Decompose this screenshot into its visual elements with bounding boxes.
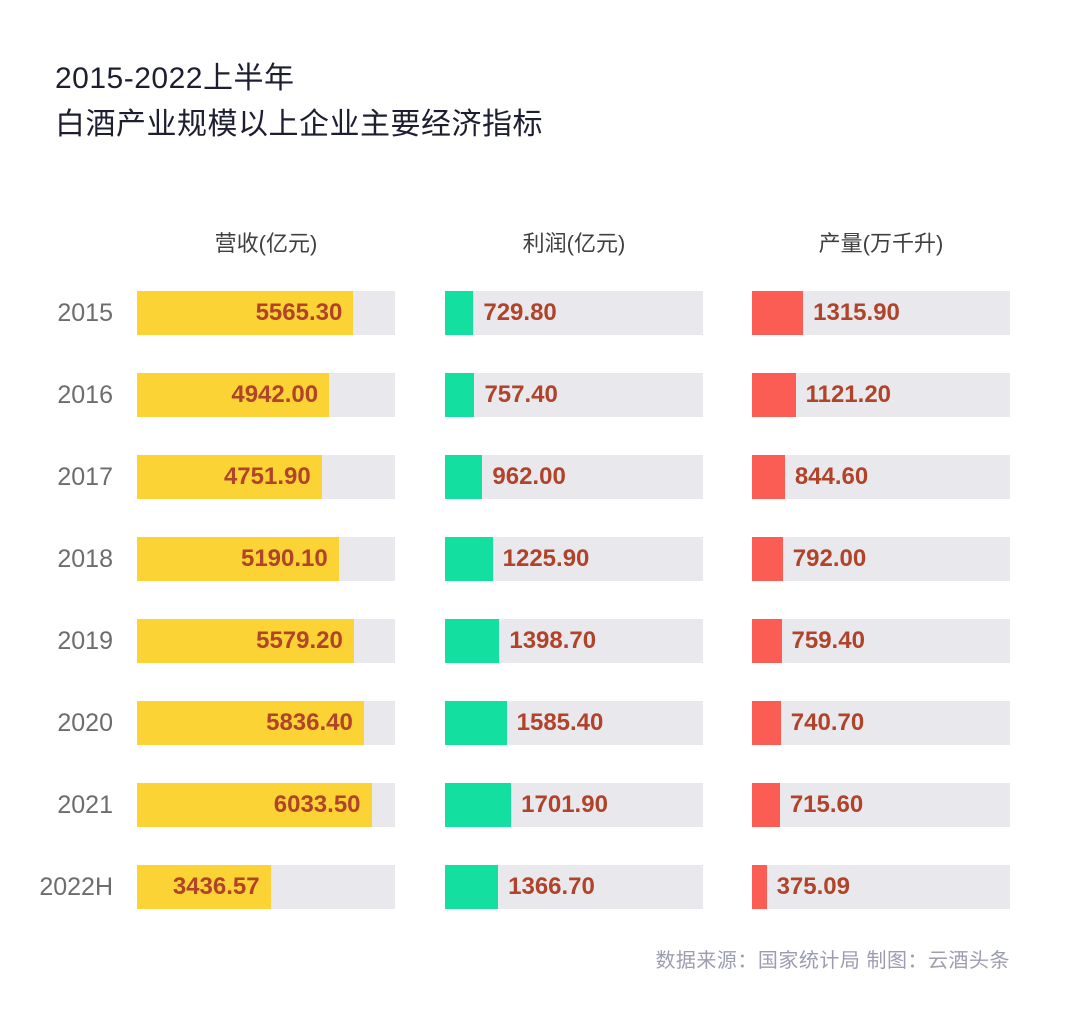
- output-bar-fill: [752, 455, 785, 499]
- revenue-value-label: 4942.00: [231, 381, 319, 408]
- chart-title: 2015-2022上半年 白酒产业规模以上企业主要经济指标: [55, 56, 543, 148]
- revenue-bar-track: 3436.57: [137, 865, 395, 909]
- profit-bar-fill: [445, 373, 475, 417]
- profit-bar-fill: [445, 537, 493, 581]
- revenue-bar-track: 5565.30: [137, 291, 395, 335]
- profit-bar-track: 1225.90: [445, 537, 703, 581]
- output-bar-track: 844.60: [752, 455, 1010, 499]
- year-label: 2015: [57, 299, 113, 327]
- chart-row: 2017 4751.90 962.00 844.60: [0, 455, 1080, 499]
- revenue-value-label: 4751.90: [223, 463, 311, 490]
- column-header-profit: 利润(亿元): [522, 231, 626, 256]
- profit-value-label: 757.40: [484, 381, 558, 408]
- revenue-bar-fill: 3436.57: [137, 865, 271, 909]
- profit-value-label: 1701.90: [521, 791, 608, 818]
- profit-bar-track: 1701.90: [445, 783, 703, 827]
- revenue-value-label: 5836.40: [266, 709, 353, 736]
- profit-bar-track: 729.80: [445, 291, 703, 335]
- output-value-label: 715.60: [789, 791, 864, 818]
- revenue-bar-fill: 5565.30: [137, 291, 354, 335]
- profit-value-label: 1225.90: [502, 545, 590, 572]
- chart-title-line1: 2015-2022上半年: [55, 62, 295, 95]
- revenue-bar-track: 5836.40: [137, 701, 395, 745]
- output-value-label: 375.09: [776, 873, 850, 900]
- chart-title-line2: 白酒产业规模以上企业主要经济指标: [55, 108, 543, 141]
- profit-bar-fill: [445, 619, 500, 663]
- revenue-value-label: 6033.50: [273, 791, 361, 818]
- profit-bar-fill: [445, 291, 474, 335]
- year-label: 2018: [57, 545, 113, 573]
- year-label: 2022H: [39, 873, 113, 901]
- profit-bar-track: 757.40: [445, 373, 703, 417]
- output-bar-track: 740.70: [752, 701, 1010, 745]
- column-header-revenue: 营收(亿元): [214, 231, 318, 256]
- source-note: 数据来源：国家统计局 制图：云酒头条: [655, 950, 1010, 972]
- chart-row: 2018 5190.10 1225.90 792.00: [0, 537, 1080, 581]
- output-bar-track: 715.60: [752, 783, 1010, 827]
- profit-bar-fill: [445, 783, 512, 827]
- year-label: 2020: [57, 709, 113, 737]
- output-bar-fill: [752, 865, 767, 909]
- chart-row: 2016 4942.00 757.40 1121.20: [0, 373, 1080, 417]
- revenue-bar-fill: 4751.90: [137, 455, 322, 499]
- revenue-bar-fill: 6033.50: [137, 783, 372, 827]
- profit-bar-track: 1585.40: [445, 701, 703, 745]
- year-label: 2021: [57, 791, 113, 819]
- profit-value-label: 962.00: [492, 463, 566, 490]
- revenue-bar-track: 6033.50: [137, 783, 395, 827]
- chart-row: 2020 5836.40 1585.40 740.70: [0, 701, 1080, 745]
- revenue-value-label: 5579.20: [256, 627, 343, 654]
- output-value-label: 1121.20: [805, 381, 892, 408]
- profit-value-label: 1585.40: [516, 709, 604, 736]
- profit-value-label: 729.80: [483, 299, 557, 326]
- output-value-label: 792.00: [792, 545, 867, 572]
- profit-bar-track: 1398.70: [445, 619, 703, 663]
- revenue-bar-fill: 4942.00: [137, 373, 330, 417]
- profit-bar-fill: [445, 455, 483, 499]
- revenue-value-label: 5565.30: [255, 299, 343, 326]
- revenue-bar-fill: 5836.40: [137, 701, 364, 745]
- chart-row: 2022H 3436.57 1366.70 375.09: [0, 865, 1080, 909]
- year-label: 2017: [57, 463, 113, 491]
- year-label: 2016: [57, 381, 113, 409]
- output-bar-fill: [752, 783, 780, 827]
- output-bar-track: 792.00: [752, 537, 1010, 581]
- output-bar-track: 1315.90: [752, 291, 1010, 335]
- output-value-label: 759.40: [791, 627, 865, 654]
- revenue-bar-track: 4751.90: [137, 455, 395, 499]
- column-headers: 营收(亿元) 利润(亿元) 产量(万千升): [0, 226, 1080, 256]
- revenue-bar-track: 5190.10: [137, 537, 395, 581]
- output-bar-track: 1121.20: [752, 373, 1010, 417]
- revenue-value-label: 5190.10: [240, 545, 328, 572]
- output-value-label: 1315.90: [813, 299, 900, 326]
- output-bar-fill: [752, 619, 782, 663]
- chart-row: 2015 5565.30 729.80 1315.90: [0, 291, 1080, 335]
- column-header-output: 产量(万千升): [818, 231, 944, 256]
- output-value-label: 740.70: [790, 709, 865, 736]
- chart-row: 2021 6033.50 1701.90 715.60: [0, 783, 1080, 827]
- output-bar-fill: [752, 291, 804, 335]
- revenue-bar-track: 4942.00: [137, 373, 395, 417]
- profit-value-label: 1398.70: [509, 627, 597, 654]
- output-bar-fill: [752, 373, 796, 417]
- year-label: 2019: [57, 627, 113, 655]
- profit-bar-fill: [445, 701, 507, 745]
- revenue-bar-fill: 5579.20: [137, 619, 354, 663]
- output-bar-fill: [752, 701, 781, 745]
- output-bar-fill: [752, 537, 783, 581]
- revenue-value-label: 3436.57: [172, 873, 260, 900]
- profit-bar-fill: [445, 865, 499, 909]
- revenue-bar-fill: 5190.10: [137, 537, 339, 581]
- output-bar-track: 759.40: [752, 619, 1010, 663]
- output-bar-track: 375.09: [752, 865, 1010, 909]
- revenue-bar-track: 5579.20: [137, 619, 395, 663]
- output-value-label: 844.60: [794, 463, 869, 490]
- profit-value-label: 1366.70: [508, 873, 595, 900]
- profit-bar-track: 962.00: [445, 455, 703, 499]
- chart-row: 2019 5579.20 1398.70 759.40: [0, 619, 1080, 663]
- profit-bar-track: 1366.70: [445, 865, 703, 909]
